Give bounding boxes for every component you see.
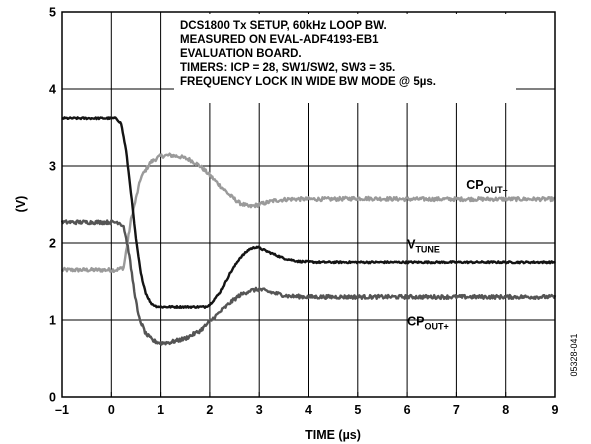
series-label-layer: CPOUT– VTUNE CPOUT+ [407,178,508,331]
annotation-line: EVALUATION BOARD. [180,48,302,60]
y-tick-label: 0 [49,391,56,405]
y-tick-label: 1 [49,314,56,328]
annotation-line: FREQUENCY LOCK IN WIDE BW MODE @ 5µs. [180,76,436,88]
x-tick-label: 7 [453,403,460,417]
series-line [60,219,557,346]
y-tick-label: 4 [49,83,56,97]
x-tick-label: –1 [55,403,69,417]
series-label: CPOUT+ [407,314,449,331]
x-tick-label: 8 [502,403,509,417]
annotation-line: DCS1800 Tx SETUP, 60kHz LOOP BW. [180,20,387,32]
series-label: VTUNE [407,237,440,254]
figure-code: 05328-041 [569,333,579,376]
x-tick-label: 1 [157,403,164,417]
y-tick-label: 5 [49,6,56,20]
y-tick-label: 3 [49,160,56,174]
annotation-text: DCS1800 Tx SETUP, 60kHz LOOP BW. MEASURE… [180,20,436,88]
series-line [60,152,556,274]
x-tick-label: 4 [305,403,312,417]
annotation-line: TIMERS: ICP = 28, SW1/SW2, SW3 = 35. [180,62,395,74]
x-axis-title: TIME (µs) [305,428,361,442]
x-tick-label: 0 [108,403,115,417]
x-tick-label: 5 [354,403,361,417]
series-label: CPOUT– [466,178,507,195]
annotation-line: MEASURED ON EVAL-ADF4193-EB1 [180,34,379,46]
x-tick-label: 9 [552,403,559,417]
series-layer [60,116,557,346]
x-tick-label: 6 [404,403,411,417]
series-line [61,116,556,310]
y-tick-label: 2 [49,237,56,251]
x-tick-label: 3 [256,403,263,417]
annotation-box [174,14,516,103]
y-axis-title: (V) [14,196,28,213]
x-tick-label: 2 [206,403,213,417]
